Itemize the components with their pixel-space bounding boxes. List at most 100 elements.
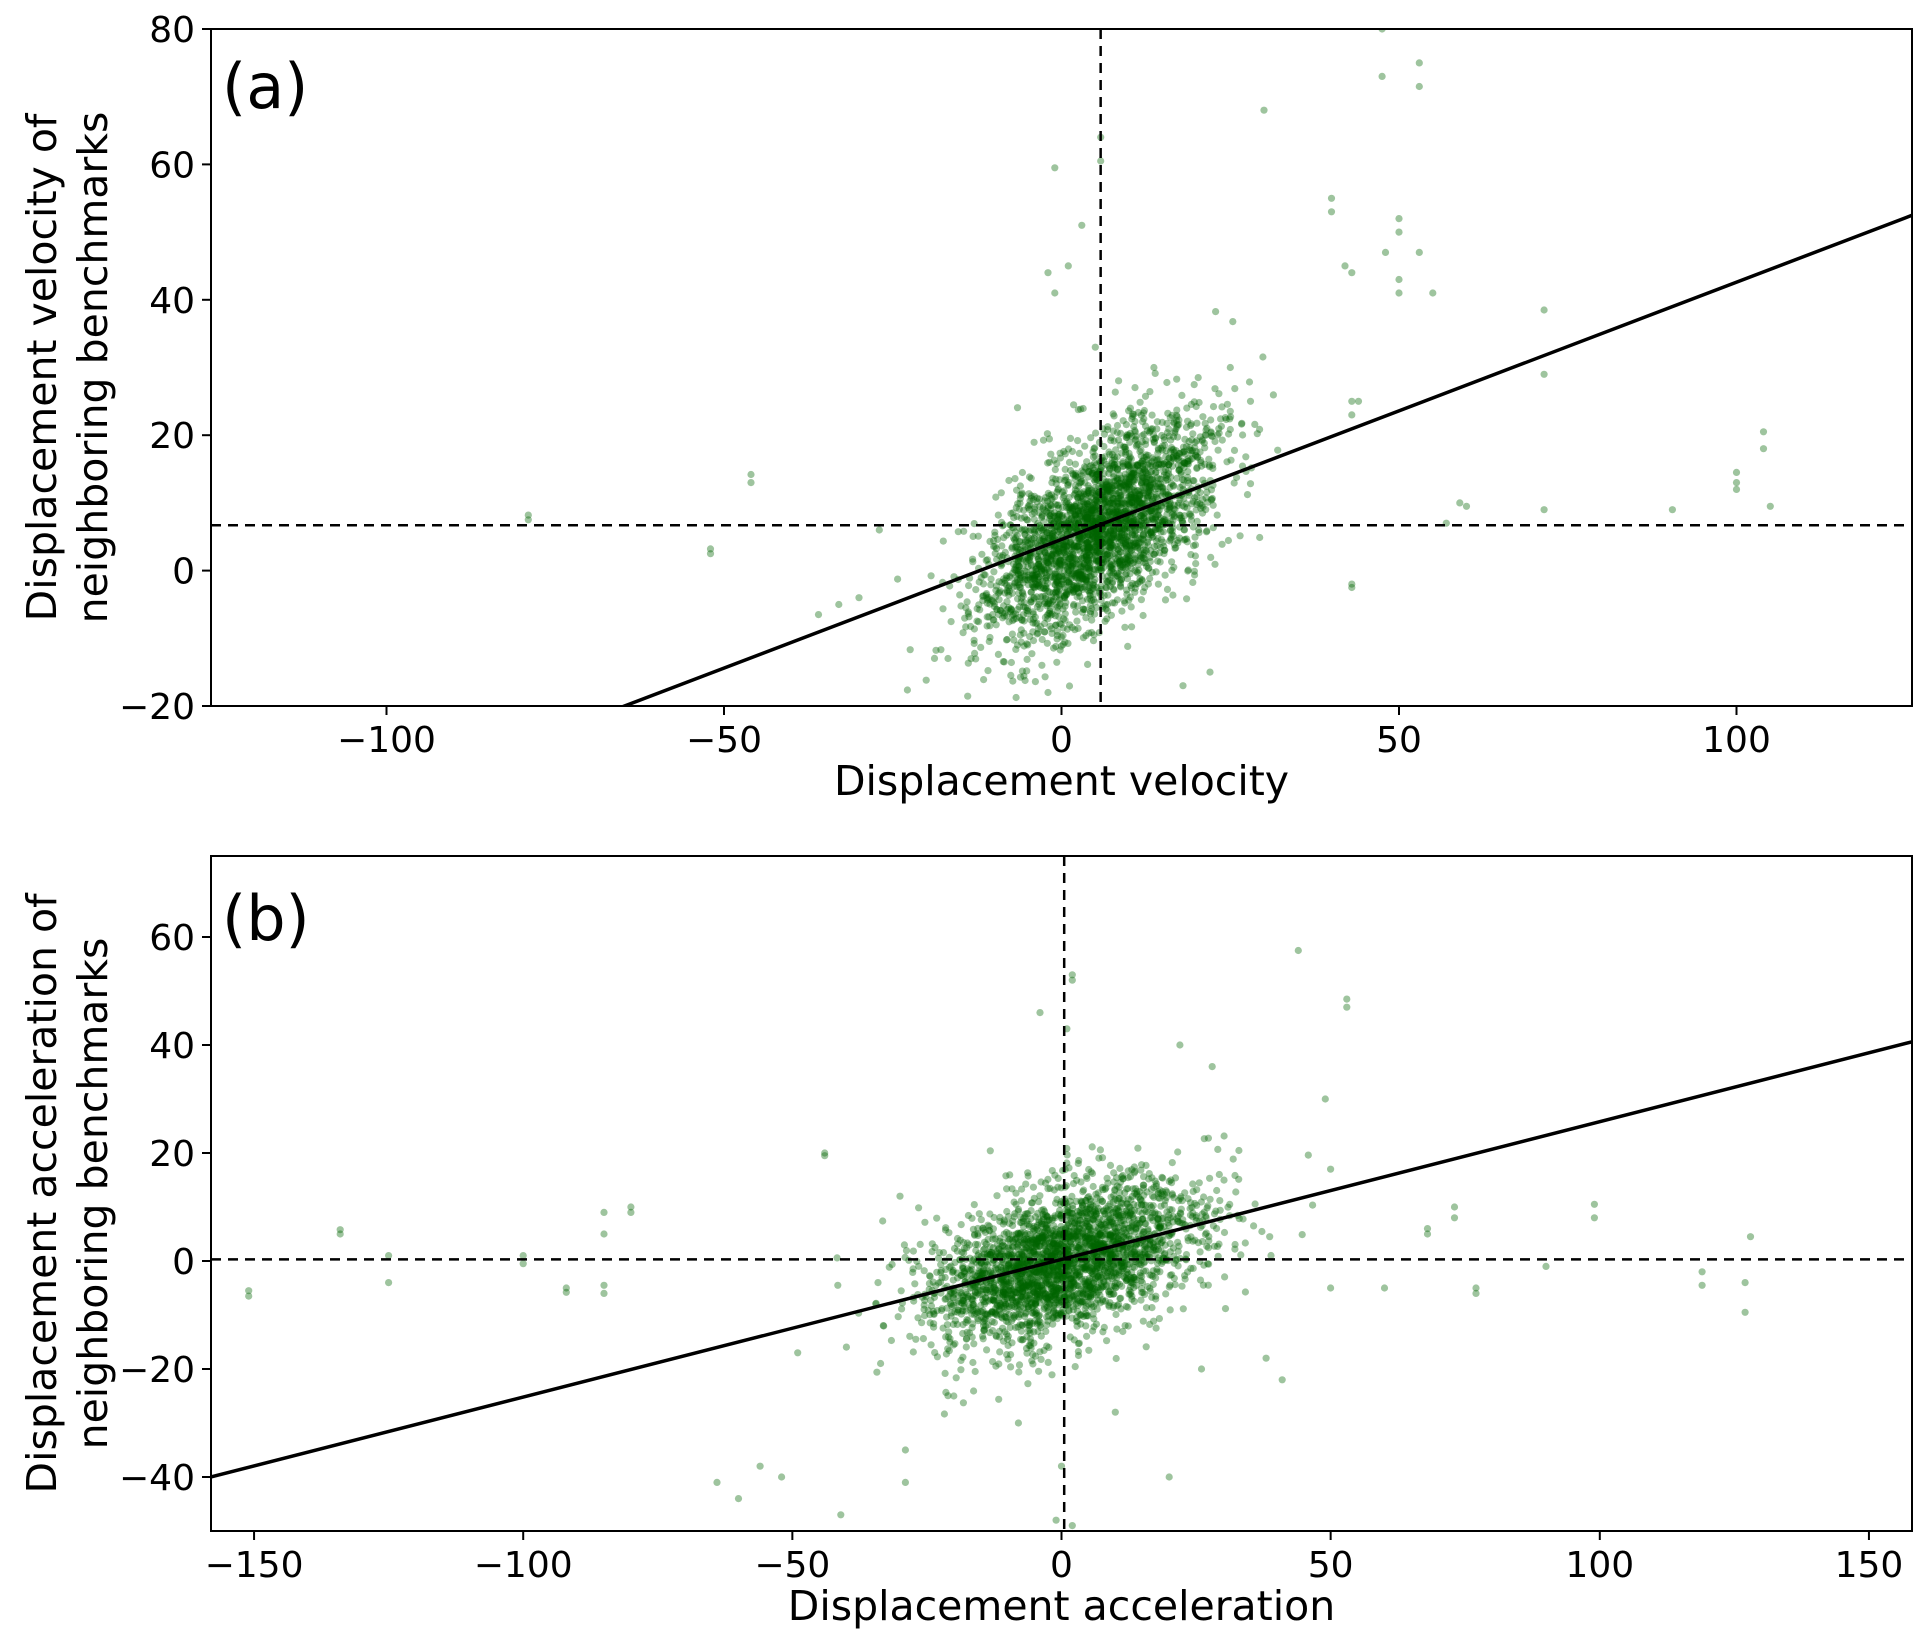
data-point <box>986 1210 994 1218</box>
data-point <box>1151 507 1159 515</box>
data-point <box>1084 545 1092 554</box>
data-point <box>1042 576 1050 585</box>
data-point <box>1120 544 1128 552</box>
data-point <box>1085 543 1094 551</box>
data-point <box>1198 437 1206 445</box>
data-point <box>1090 466 1098 474</box>
data-point <box>990 568 998 576</box>
data-point <box>1080 551 1088 559</box>
data-point <box>1074 493 1082 502</box>
data-point <box>1109 490 1117 498</box>
data-point <box>1146 428 1154 436</box>
data-point <box>1098 514 1106 522</box>
data-point <box>1218 403 1226 411</box>
data-point <box>1108 484 1116 492</box>
data-point <box>1179 448 1187 456</box>
data-point <box>1186 444 1194 452</box>
data-point <box>1092 557 1100 566</box>
data-point <box>1052 480 1060 488</box>
data-point <box>1068 548 1076 557</box>
y-tick-label: 0 <box>172 552 195 593</box>
data-point <box>1126 404 1134 412</box>
data-point <box>1107 543 1115 551</box>
data-point <box>1043 554 1051 563</box>
data-point <box>1016 673 1025 681</box>
data-point <box>1214 446 1222 454</box>
data-point <box>1047 556 1055 564</box>
data-point <box>1168 411 1176 419</box>
data-point <box>1152 1324 1160 1332</box>
data-point <box>1013 641 1022 649</box>
data-point <box>1168 566 1176 574</box>
data-point <box>1006 573 1014 582</box>
data-point <box>1052 574 1060 582</box>
data-point <box>1235 1146 1243 1155</box>
data-point <box>1194 374 1202 382</box>
data-point <box>1084 660 1092 669</box>
data-point <box>1027 474 1035 482</box>
data-point <box>1048 552 1056 561</box>
data-point <box>1038 526 1046 535</box>
data-point <box>1059 546 1067 554</box>
data-point <box>1063 590 1071 599</box>
data-point <box>1196 1248 1204 1256</box>
data-point <box>1078 492 1086 500</box>
data-point <box>1112 506 1120 514</box>
data-point <box>926 1311 934 1319</box>
data-point <box>990 537 998 545</box>
data-point <box>1019 611 1027 619</box>
data-point <box>901 1253 909 1261</box>
data-point <box>1020 506 1028 514</box>
data-point <box>1093 584 1101 592</box>
data-point <box>927 1341 935 1349</box>
data-point <box>1066 502 1074 510</box>
data-point <box>1085 489 1093 497</box>
data-point <box>1082 553 1090 561</box>
data-point <box>1159 528 1167 536</box>
data-point <box>1415 248 1423 256</box>
data-point <box>1193 500 1201 508</box>
data-point <box>1128 493 1136 501</box>
data-point <box>1193 492 1201 500</box>
data-point <box>1055 559 1063 567</box>
data-point <box>1126 570 1134 578</box>
data-point <box>1091 598 1099 606</box>
data-point <box>1108 599 1117 607</box>
data-point <box>1256 533 1264 542</box>
data-point <box>1132 495 1140 503</box>
data-point <box>1109 530 1117 538</box>
data-point <box>1172 447 1180 455</box>
data-point <box>1091 517 1100 525</box>
panel-a-points <box>524 29 1774 702</box>
data-point <box>1085 587 1093 595</box>
data-point <box>1078 467 1086 475</box>
data-point <box>1136 499 1145 507</box>
data-point <box>1065 567 1073 575</box>
data-point <box>1067 543 1075 551</box>
data-point <box>1122 554 1130 562</box>
data-point <box>1152 468 1160 476</box>
data-point <box>1128 559 1136 568</box>
data-point <box>1161 571 1169 579</box>
data-point <box>1053 550 1061 558</box>
data-point <box>1033 630 1041 638</box>
data-point <box>939 537 947 545</box>
data-point <box>1104 529 1112 538</box>
data-point <box>1068 505 1076 513</box>
data-point <box>1140 519 1148 528</box>
data-point <box>1127 469 1135 477</box>
data-point <box>1136 554 1145 562</box>
data-point <box>1027 588 1035 596</box>
data-point <box>1064 639 1072 648</box>
data-point <box>1124 537 1132 545</box>
data-point <box>1123 433 1131 441</box>
data-point <box>1135 539 1143 547</box>
data-point <box>1113 569 1121 577</box>
data-point <box>1042 554 1050 562</box>
data-point <box>1104 495 1112 503</box>
data-point <box>1161 518 1169 526</box>
data-point <box>1114 545 1122 554</box>
data-point <box>1175 456 1183 464</box>
data-point <box>909 1268 917 1276</box>
data-point <box>1037 570 1045 578</box>
